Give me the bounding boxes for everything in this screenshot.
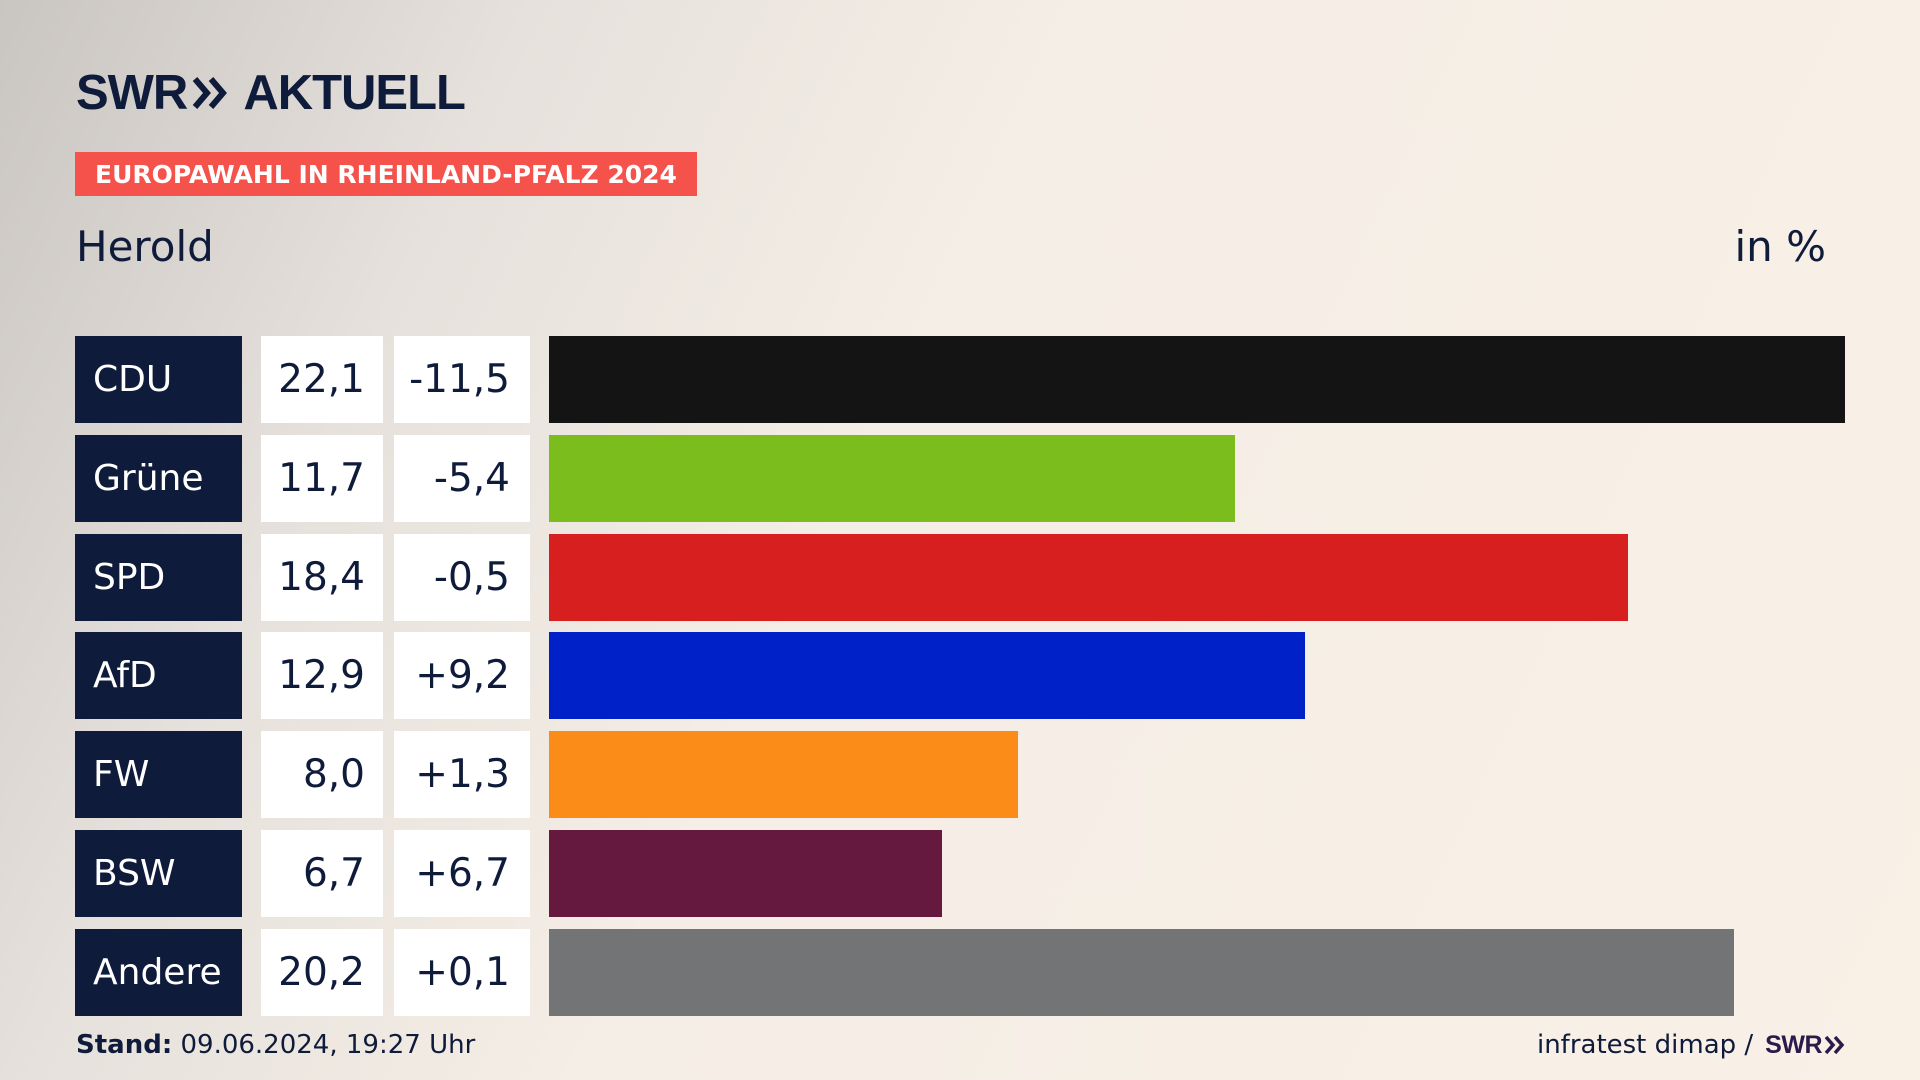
swr-small-logo: SWR [1765,1031,1846,1060]
chart-row: CDU 22,1 -11,5 [75,336,1845,423]
timestamp: Stand: 09.06.2024, 19:27 Uhr [76,1030,475,1060]
party-label: FW [75,731,242,819]
value-label: 18,4 [261,533,383,621]
double-chevron-icon [1824,1035,1845,1055]
bar [549,830,942,917]
source-brand: SWR [1765,1030,1822,1059]
logo-brand: SWR [76,66,188,120]
diff-label: -11,5 [394,336,530,423]
chart-row: FW 8,0 +1,3 [75,731,1845,819]
source-credit: infratest dimap / SWR [1537,1030,1846,1060]
logo-product: AKTUELL [243,66,466,120]
stand-value: 09.06.2024, 19:27 Uhr [180,1030,476,1060]
chart-row: Andere 20,2 +0,1 [75,928,1845,1016]
chart-row: BSW 6,7 +6,7 [75,830,1845,917]
bar [549,434,1236,522]
unit-label: in % [1734,222,1826,271]
party-label: Grüne [75,434,242,522]
bar [549,731,1019,819]
double-chevron-icon [193,77,228,109]
diff-label: -5,4 [394,434,530,522]
value-label: 11,7 [261,434,383,522]
value-label: 6,7 [261,830,383,917]
value-label: 8,0 [261,731,383,819]
bar [549,632,1306,720]
swr-aktuell-logo: SWR AKTUELL [76,66,466,120]
chart-row: AfD 12,9 +9,2 [75,632,1845,720]
chart-row: Grüne 11,7 -5,4 [75,434,1845,522]
party-label: AfD [75,632,242,720]
bar [549,533,1629,621]
diff-label: -0,5 [394,533,530,621]
source-text: infratest dimap / [1536,1030,1754,1060]
value-label: 22,1 [261,336,383,423]
diff-label: +9,2 [394,632,530,720]
party-label: SPD [75,533,242,621]
region-title: Herold [76,222,214,271]
party-label: BSW [75,830,242,917]
party-label: CDU [75,336,242,423]
diff-label: +1,3 [394,731,530,819]
topic-badge: EUROPAWAHL IN RHEINLAND-PFALZ 2024 [75,152,697,196]
value-label: 12,9 [261,632,383,720]
value-label: 20,2 [261,928,383,1016]
bar [549,336,1845,423]
bar [549,928,1734,1016]
stand-label: Stand: [76,1030,173,1060]
diff-label: +0,1 [394,928,530,1016]
chart-row: SPD 18,4 -0,5 [75,533,1845,621]
diff-label: +6,7 [394,830,530,917]
party-label: Andere [75,928,242,1016]
